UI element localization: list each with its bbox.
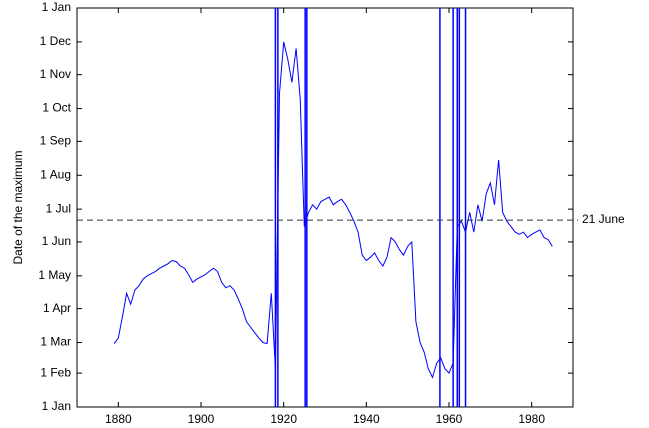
x-tick-label: 1980 xyxy=(518,412,545,426)
series-layer xyxy=(113,41,553,379)
y-axis-title: Date of the maximum xyxy=(11,150,25,264)
plot-area-frame xyxy=(76,7,574,408)
axis-layer: 1 Jan 1 Feb 1 Mar 1 Apr 1 May 1 Jun 1 Jul 1 Aug… xyxy=(38,0,573,426)
y-tick-label: 1 Feb xyxy=(40,365,71,379)
y-tick-label: 1 Sep xyxy=(40,134,72,148)
y-tick-label: 1 Mar xyxy=(40,335,71,349)
y-tick-label: 1 Jun xyxy=(42,234,71,248)
x-tick-label: 1900 xyxy=(188,412,215,426)
y-tick-label: 1 May xyxy=(38,268,71,282)
y-tick-label: 1 Dec xyxy=(40,34,71,48)
reference-line-label: 21 June xyxy=(582,212,625,226)
y-tick-label: 1 Jan xyxy=(42,399,71,413)
series-line xyxy=(113,41,553,379)
y-tick-label: 1 Aug xyxy=(40,167,71,181)
y-tick-label: 1 Apr xyxy=(43,301,71,315)
x-tick-label: 1940 xyxy=(353,412,380,426)
vertical-lines-layer xyxy=(274,8,467,407)
y-tick-label: 1 Jul xyxy=(46,201,71,215)
y-tick-label: 1 Nov xyxy=(40,67,71,81)
x-tick-label: 1880 xyxy=(105,412,132,426)
x-tick-label: 1960 xyxy=(436,412,463,426)
y-tick-label: 1 Oct xyxy=(42,101,71,115)
y-tick-label: 1 Jan xyxy=(42,0,71,14)
x-tick-label: 1920 xyxy=(270,412,297,426)
